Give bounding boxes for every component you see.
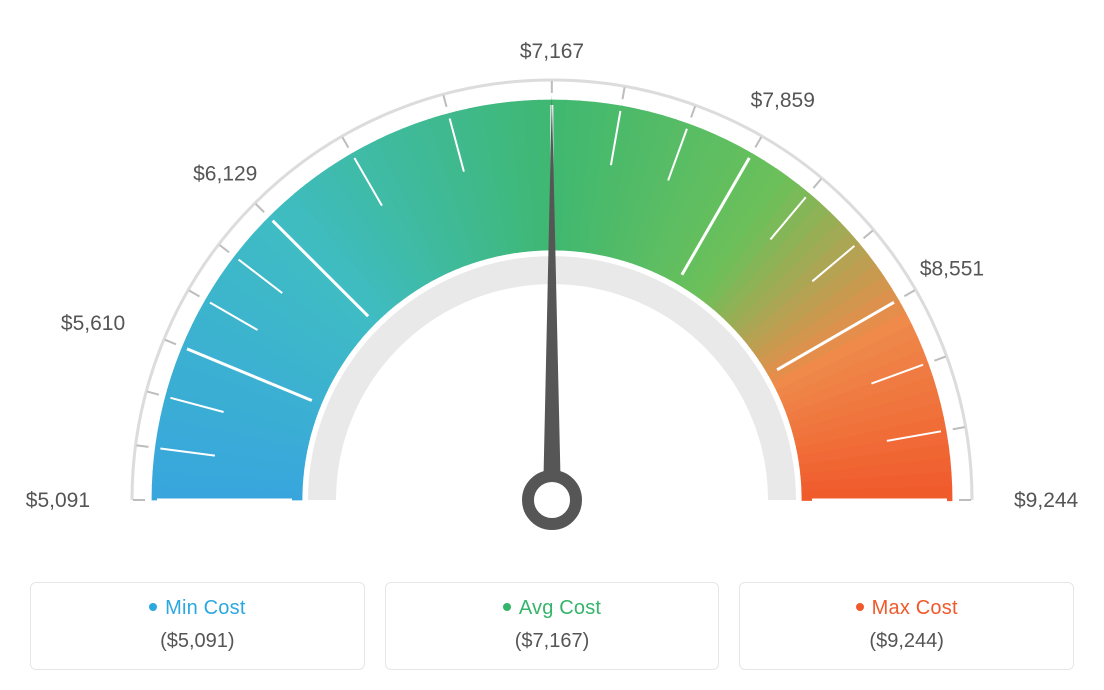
gauge-chart-container: $5,091 $5,610 $6,129 $7,167 $7,859 $8,551 $9,2… (0, 0, 1104, 690)
gauge-area: $5,091 $5,610 $6,129 $7,167 $7,859 $8,551 $9,2… (0, 0, 1104, 540)
legend-title-min: Min Cost (31, 597, 364, 620)
legend-label-avg: Avg Cost (519, 597, 601, 619)
legend-value-avg: ($7,167) (386, 630, 719, 653)
dot-icon-min (149, 603, 157, 611)
legend-label-max: Max Cost (872, 597, 958, 619)
gauge-tick-label: $8,551 (920, 258, 984, 281)
legend-value-max: ($9,244) (740, 630, 1073, 653)
legend-label-min: Min Cost (165, 597, 246, 619)
gauge-tick-label: $9,244 (1014, 489, 1079, 512)
legend-title-max: Max Cost (740, 597, 1073, 620)
dot-icon-avg (503, 603, 511, 611)
legend-title-avg: Avg Cost (386, 597, 719, 620)
gauge-tick-label: $5,610 (61, 312, 125, 335)
gauge-tick-label: $7,859 (751, 89, 815, 112)
legend-value-min: ($5,091) (31, 630, 364, 653)
legend: Min Cost ($5,091) Avg Cost ($7,167) Max … (30, 582, 1074, 670)
legend-box-min: Min Cost ($5,091) (30, 582, 365, 670)
dot-icon-max (856, 603, 864, 611)
legend-box-avg: Avg Cost ($7,167) (385, 582, 720, 670)
gauge-tick-label: $5,091 (26, 489, 90, 512)
gauge-tick-label: $6,129 (193, 162, 257, 185)
gauge-tick-label: $7,167 (520, 40, 584, 63)
legend-box-max: Max Cost ($9,244) (739, 582, 1074, 670)
gauge-svg: $5,091 $5,610 $6,129 $7,167 $7,859 $8,551 $9,2… (0, 0, 1104, 560)
